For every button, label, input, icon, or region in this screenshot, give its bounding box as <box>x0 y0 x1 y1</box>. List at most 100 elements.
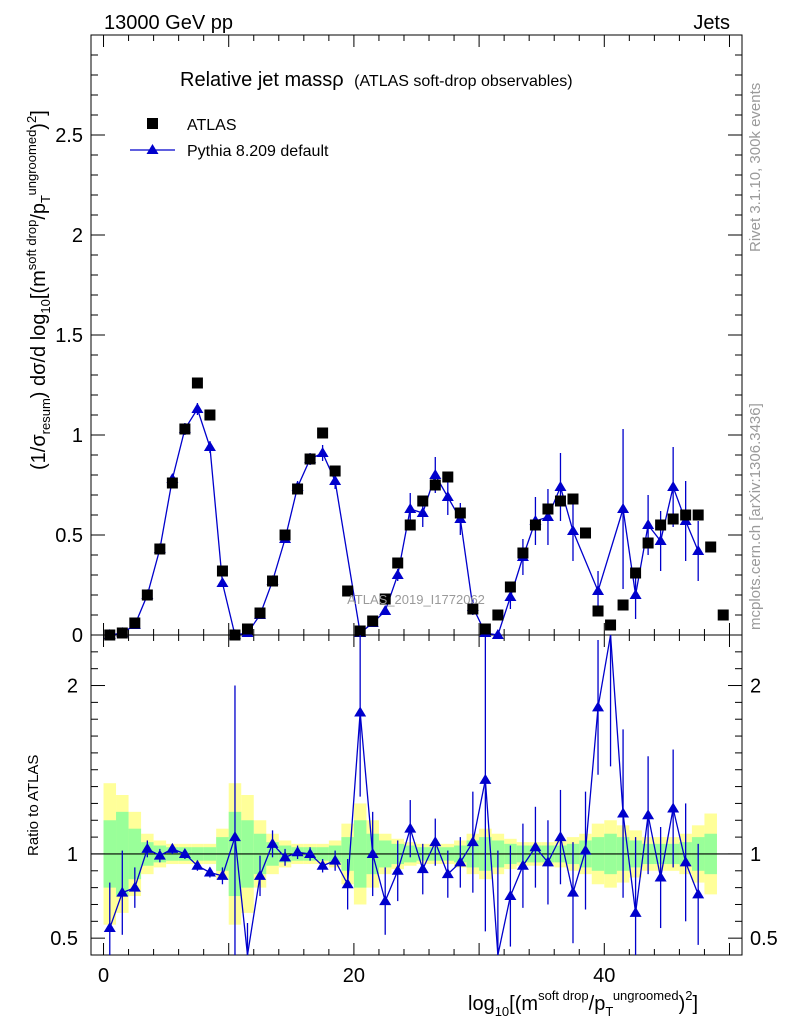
ratio-point <box>404 822 417 833</box>
header-left: 13000 GeV pp <box>104 12 233 34</box>
mc-point <box>554 481 567 491</box>
data-point <box>592 605 604 617</box>
ratio-point <box>279 851 292 862</box>
mc-point <box>692 545 705 555</box>
data-point <box>104 629 116 641</box>
data-point <box>467 603 479 615</box>
data-point <box>254 607 266 619</box>
top-y-tick-label: 1 <box>72 425 83 447</box>
mc-point <box>441 491 454 501</box>
x-axis-label: log10[(msoft drop/pTungroomed)2] <box>468 988 698 1019</box>
ratio-point <box>128 881 141 892</box>
data-point <box>317 427 329 439</box>
ratio-point <box>141 842 154 853</box>
ratio-point <box>667 802 680 813</box>
ratio-point <box>254 869 267 880</box>
mc-point <box>504 591 517 601</box>
data-point <box>141 589 153 601</box>
ratio-point <box>203 866 216 877</box>
top-y-tick-label: 0.5 <box>55 525 83 547</box>
ratio-point <box>454 856 467 867</box>
ratio-point <box>642 809 655 820</box>
data-point <box>605 619 617 631</box>
svg-text:mcplots.cern.ch [arXiv:1306.34: mcplots.cern.ch [arXiv:1306.3436] <box>747 403 764 630</box>
legend: ATLAS Pythia 8.209 default <box>130 117 329 160</box>
ratio-point <box>541 856 554 867</box>
ratio-y-tick-label-right: 1 <box>750 844 761 866</box>
header-right: Jets <box>693 12 730 34</box>
legend-mc-label: Pythia 8.209 default <box>187 143 329 160</box>
data-point <box>392 557 404 569</box>
data-point <box>116 627 128 639</box>
ratio-point <box>216 869 229 880</box>
ratio-point <box>516 859 529 870</box>
ratio-point <box>266 837 279 848</box>
x-tick-label: 20 <box>343 965 365 987</box>
mc-point <box>203 441 216 451</box>
ratio-point <box>629 906 642 917</box>
ratio-point <box>329 854 342 865</box>
ratio-y-tick-label-right: 0.5 <box>750 928 778 950</box>
mc-point <box>429 469 442 479</box>
ratio-point <box>466 836 479 847</box>
data-point <box>642 537 654 549</box>
mc-point <box>379 605 392 615</box>
data-point <box>417 495 429 507</box>
top-y-axis-label: (1/σresum) dσ/d log10[(msoft drop/pTungr… <box>24 110 53 470</box>
x-tick-label: 40 <box>593 965 615 987</box>
data-point <box>179 423 191 435</box>
ratio-point <box>429 836 442 847</box>
ratio-point <box>103 922 116 933</box>
watermark: ATLAS_2019_I1772062 <box>347 592 485 607</box>
ratio-point <box>304 847 317 858</box>
mc-point <box>191 403 204 413</box>
data-point <box>191 377 203 389</box>
data-point <box>454 507 466 519</box>
data-point <box>204 409 216 421</box>
data-point <box>342 585 354 597</box>
top-y-tick-label: 0 <box>72 625 83 647</box>
data-point <box>554 495 566 507</box>
data-point <box>517 547 529 559</box>
data-point <box>129 617 141 629</box>
x-tick-label: 0 <box>98 965 109 987</box>
data-point <box>354 625 366 637</box>
data-point <box>667 513 679 525</box>
ratio-point <box>291 846 304 857</box>
ratio-point <box>554 831 567 842</box>
data-point <box>529 519 541 531</box>
top-y-tick-label: 1.5 <box>55 325 83 347</box>
ratio-point <box>529 841 542 852</box>
ratio-y-tick-label-right: 2 <box>750 676 761 698</box>
ratio-point <box>354 706 367 717</box>
data-point <box>154 543 166 555</box>
ratio-point <box>479 773 492 784</box>
data-point <box>442 471 454 483</box>
data-point <box>705 541 717 553</box>
ratio-y-tick-label: 0.5 <box>50 928 78 950</box>
data-point <box>680 509 692 521</box>
mc-point <box>404 503 417 513</box>
ratio-point <box>579 844 592 855</box>
data-point <box>292 483 304 495</box>
mc-point <box>629 589 642 599</box>
ratio-point <box>228 831 241 842</box>
mc-point <box>391 569 404 579</box>
data-point <box>229 629 241 641</box>
ratio-point <box>178 847 191 858</box>
data-point <box>241 623 253 635</box>
ratio-point <box>592 701 605 712</box>
ratio-y-tick-label: 1 <box>67 844 78 866</box>
ratio-point <box>654 871 667 882</box>
data-point <box>304 453 316 465</box>
chart-title: Relative jet massρ (ATLAS soft-drop obse… <box>180 69 573 91</box>
ratio-panel-frame <box>90 634 743 956</box>
top-y-tick-label: 2 <box>72 225 83 247</box>
ratio-point <box>116 886 129 897</box>
ratio-point <box>441 868 454 879</box>
ratio-point <box>391 864 404 875</box>
data-point <box>717 609 729 621</box>
chart-title-sub: (ATLAS soft-drop observables) <box>354 73 572 90</box>
ratio-point <box>416 863 429 874</box>
